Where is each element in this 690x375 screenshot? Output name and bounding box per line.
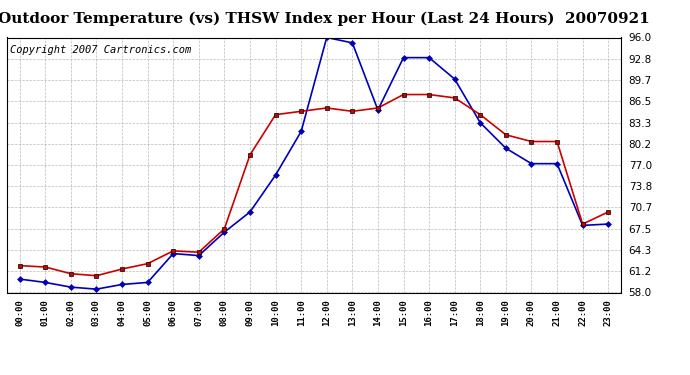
Text: Outdoor Temperature (vs) THSW Index per Hour (Last 24 Hours)  20070921: Outdoor Temperature (vs) THSW Index per … — [0, 11, 650, 26]
Text: Copyright 2007 Cartronics.com: Copyright 2007 Cartronics.com — [10, 45, 191, 55]
